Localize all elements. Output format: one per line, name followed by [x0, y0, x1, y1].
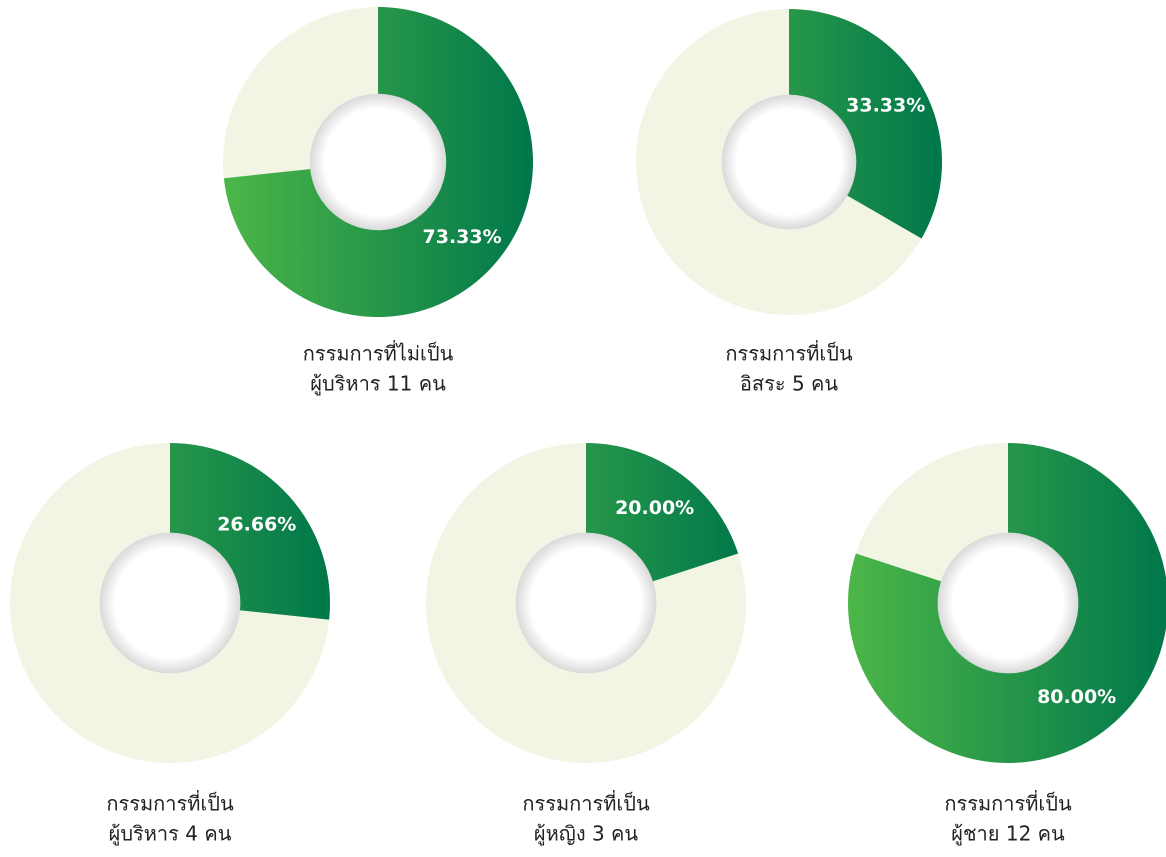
caption: ผู้ชาย 12 คน: [951, 822, 1065, 847]
donut-hole: [721, 94, 857, 230]
value-label: 73.33%: [423, 226, 502, 248]
donut-hole: [515, 532, 657, 674]
caption: กรรมการที่เป็น: [944, 790, 1072, 816]
value-label: 26.66%: [217, 513, 296, 535]
donut-hole: [937, 532, 1079, 674]
caption: อิสระ 5 คน: [740, 372, 839, 396]
donut-hole: [309, 93, 447, 231]
donut-chart: 80.00% กรรมการที่เป็นผู้ชาย 12 คน: [848, 443, 1166, 847]
caption: กรรมการที่เป็น: [725, 340, 853, 366]
value-label: 20.00%: [615, 497, 694, 519]
caption: ผู้บริหาร 4 คน: [109, 822, 232, 847]
caption: ผู้หญิง 3 คน: [534, 822, 639, 847]
donut-chart: 73.33% กรรมการที่ไม่เป็นผู้บริหาร 11 คน: [223, 7, 533, 397]
value-label: 33.33%: [846, 95, 925, 117]
value-label: 80.00%: [1037, 686, 1116, 708]
caption: กรรมการที่ไม่เป็น: [303, 340, 454, 366]
donut-chart: 20.00% กรรมการที่เป็นผู้หญิง 3 คน: [426, 443, 746, 847]
donut-chart: 33.33% กรรมการที่เป็นอิสระ 5 คน: [636, 9, 942, 396]
caption: ผู้บริหาร 11 คน: [310, 372, 446, 397]
caption: กรรมการที่เป็น: [522, 790, 650, 816]
caption: กรรมการที่เป็น: [106, 790, 234, 816]
donut-hole: [99, 532, 241, 674]
donut-chart: 26.66% กรรมการที่เป็นผู้บริหาร 4 คน: [10, 443, 330, 847]
